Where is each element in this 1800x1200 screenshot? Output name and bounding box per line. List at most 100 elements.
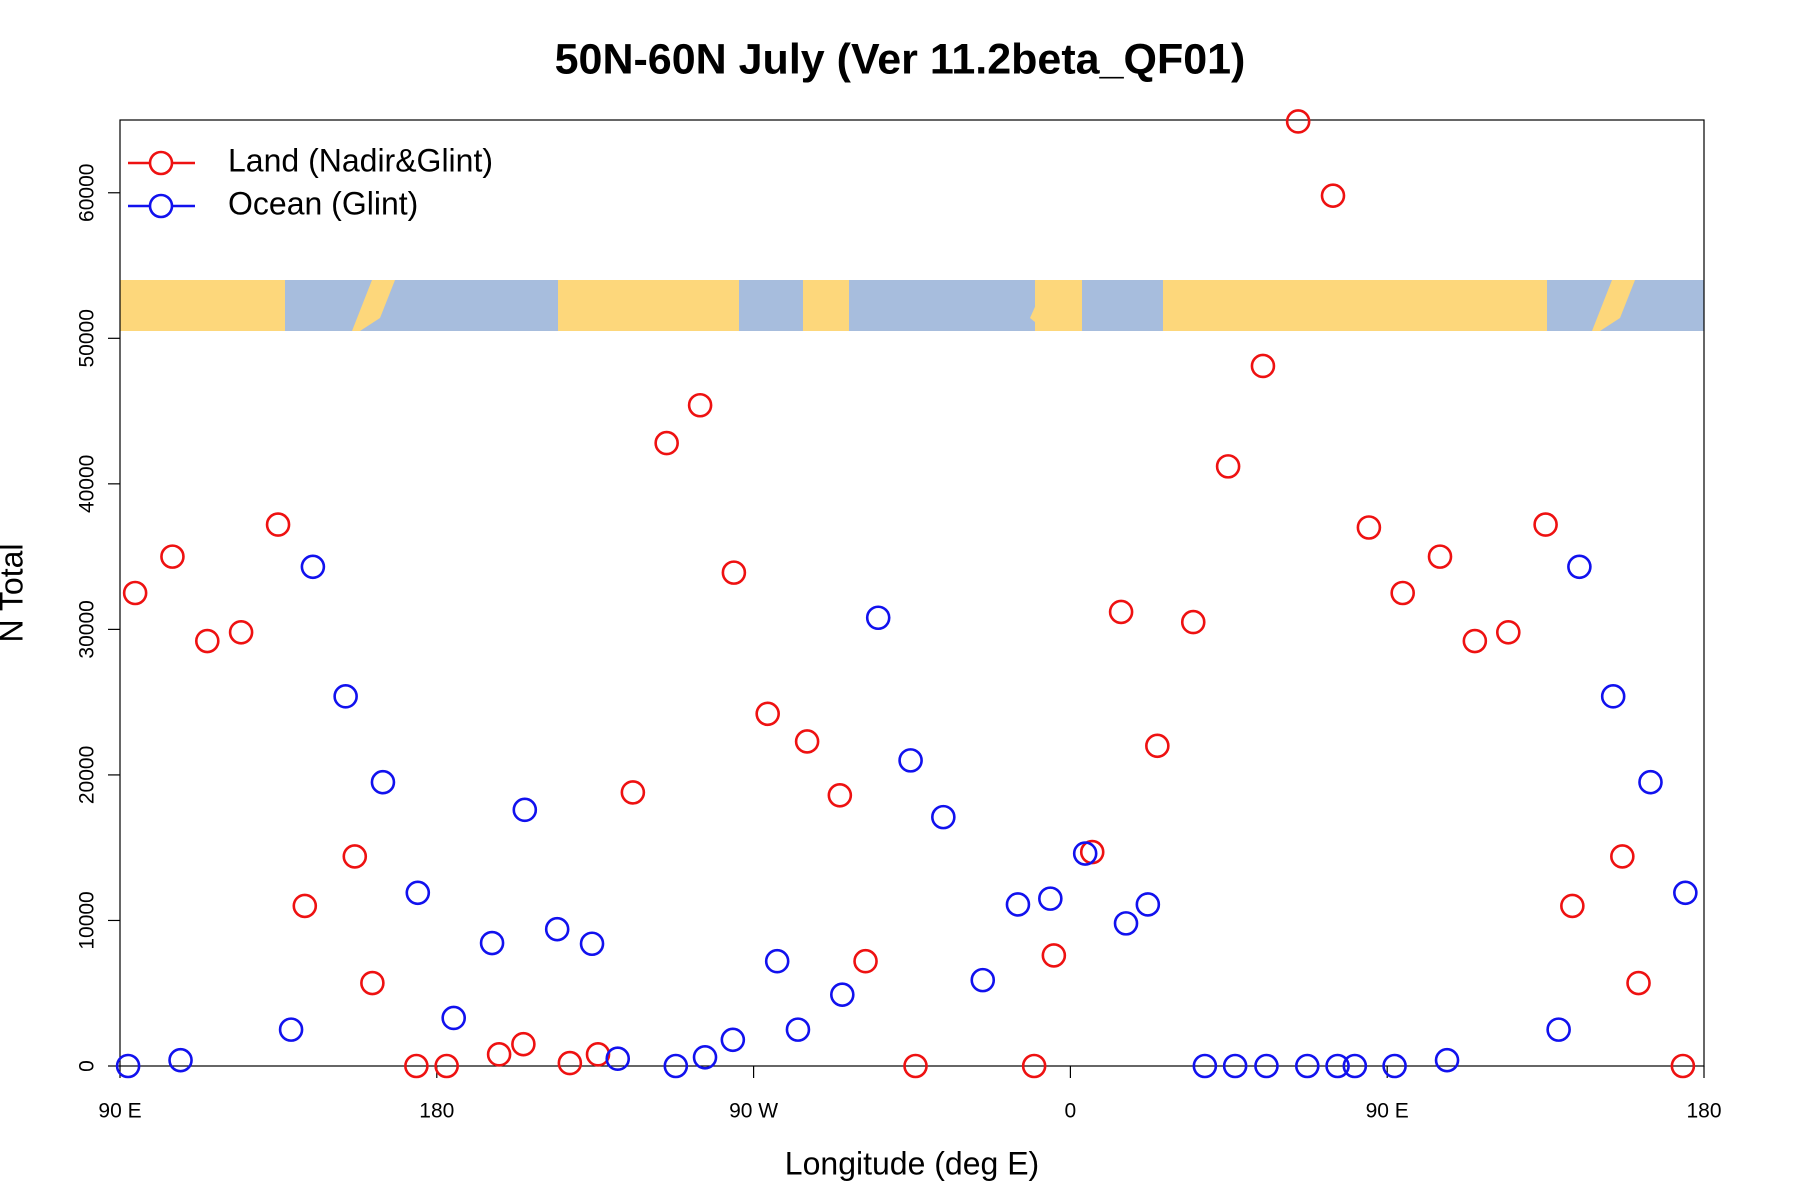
point bbox=[360, 970, 385, 996]
point bbox=[370, 769, 396, 795]
x-tick-label: 180 bbox=[419, 1100, 454, 1123]
point bbox=[830, 982, 855, 1007]
map-land bbox=[352, 280, 395, 331]
point bbox=[1356, 515, 1382, 540]
map-land bbox=[1592, 280, 1635, 331]
point bbox=[794, 729, 820, 754]
point bbox=[755, 701, 780, 727]
point bbox=[1560, 893, 1585, 919]
point bbox=[1600, 684, 1626, 709]
point bbox=[1546, 1017, 1571, 1042]
point bbox=[1342, 1053, 1368, 1079]
point bbox=[1626, 970, 1651, 996]
point bbox=[721, 560, 747, 585]
point bbox=[544, 916, 570, 942]
point bbox=[1462, 628, 1488, 654]
point bbox=[1610, 844, 1635, 869]
point bbox=[687, 392, 713, 418]
point bbox=[168, 1047, 193, 1073]
point bbox=[486, 1042, 512, 1067]
legend-label: Land (Nadir&Glint) bbox=[228, 142, 493, 178]
y-tick-label: 60000 bbox=[76, 164, 99, 222]
point bbox=[605, 1046, 631, 1072]
point bbox=[1072, 841, 1098, 866]
point bbox=[1285, 109, 1311, 134]
legend-label: Ocean (Glint) bbox=[228, 185, 418, 221]
point bbox=[970, 967, 996, 993]
y-tick-label: 10000 bbox=[76, 891, 99, 949]
point bbox=[1382, 1053, 1407, 1079]
point bbox=[720, 1027, 746, 1053]
point bbox=[292, 893, 318, 919]
point bbox=[1250, 353, 1276, 379]
point bbox=[654, 430, 679, 456]
point bbox=[579, 931, 605, 957]
point bbox=[903, 1053, 928, 1079]
point bbox=[1325, 1053, 1350, 1079]
point bbox=[1005, 892, 1031, 917]
point bbox=[300, 554, 326, 580]
x-tick-label: 0 bbox=[1065, 1100, 1077, 1123]
point bbox=[511, 1031, 536, 1057]
legend-marker bbox=[148, 193, 174, 219]
point bbox=[342, 844, 368, 869]
point bbox=[1021, 1053, 1047, 1079]
point bbox=[333, 684, 358, 709]
map-ocean bbox=[849, 280, 1035, 331]
point bbox=[1320, 183, 1346, 208]
x-tick-label: 180 bbox=[1686, 1100, 1721, 1123]
point bbox=[1434, 1047, 1460, 1073]
y-tick-label: 0 bbox=[76, 1060, 99, 1072]
point bbox=[827, 782, 853, 808]
point bbox=[931, 804, 956, 830]
point bbox=[1135, 892, 1161, 917]
plot-frame bbox=[119, 119, 1705, 1067]
point bbox=[194, 628, 220, 654]
point bbox=[1108, 599, 1134, 625]
x-tick-label: 90 E bbox=[1366, 1100, 1409, 1123]
point bbox=[1215, 454, 1241, 479]
point bbox=[557, 1050, 583, 1076]
point bbox=[898, 748, 923, 773]
point bbox=[1041, 943, 1067, 968]
point bbox=[1113, 911, 1139, 936]
map-ocean bbox=[285, 280, 558, 331]
point bbox=[853, 948, 878, 974]
x-axis-label: Longitude (deg E) bbox=[785, 1145, 1039, 1181]
y-tick-label: 40000 bbox=[76, 455, 99, 513]
point bbox=[620, 780, 646, 805]
point bbox=[115, 1053, 141, 1079]
point bbox=[585, 1042, 611, 1067]
point bbox=[785, 1017, 811, 1042]
map-ocean bbox=[1082, 280, 1163, 331]
point bbox=[122, 580, 148, 606]
point bbox=[434, 1053, 459, 1079]
point bbox=[1145, 733, 1170, 759]
point bbox=[405, 880, 431, 906]
point bbox=[441, 1005, 466, 1031]
point bbox=[479, 930, 505, 956]
point bbox=[160, 544, 185, 569]
point bbox=[1390, 580, 1415, 606]
point bbox=[1638, 769, 1663, 795]
point bbox=[265, 512, 291, 537]
point bbox=[1427, 544, 1453, 569]
x-tick-label: 90 E bbox=[98, 1100, 141, 1123]
y-axis-label: N Total bbox=[0, 543, 29, 642]
point bbox=[1673, 880, 1698, 906]
point bbox=[663, 1053, 689, 1079]
point bbox=[404, 1053, 429, 1079]
legend-marker bbox=[148, 150, 174, 176]
point bbox=[512, 797, 538, 823]
point bbox=[692, 1044, 718, 1070]
point bbox=[228, 619, 254, 645]
map-ocean bbox=[739, 280, 803, 331]
point bbox=[278, 1017, 304, 1042]
point bbox=[1192, 1053, 1218, 1079]
map-strip bbox=[120, 280, 1704, 331]
point bbox=[1495, 619, 1521, 645]
point bbox=[1180, 609, 1206, 635]
x-tick-label: 90 W bbox=[729, 1100, 778, 1123]
y-tick-label: 50000 bbox=[76, 309, 99, 367]
